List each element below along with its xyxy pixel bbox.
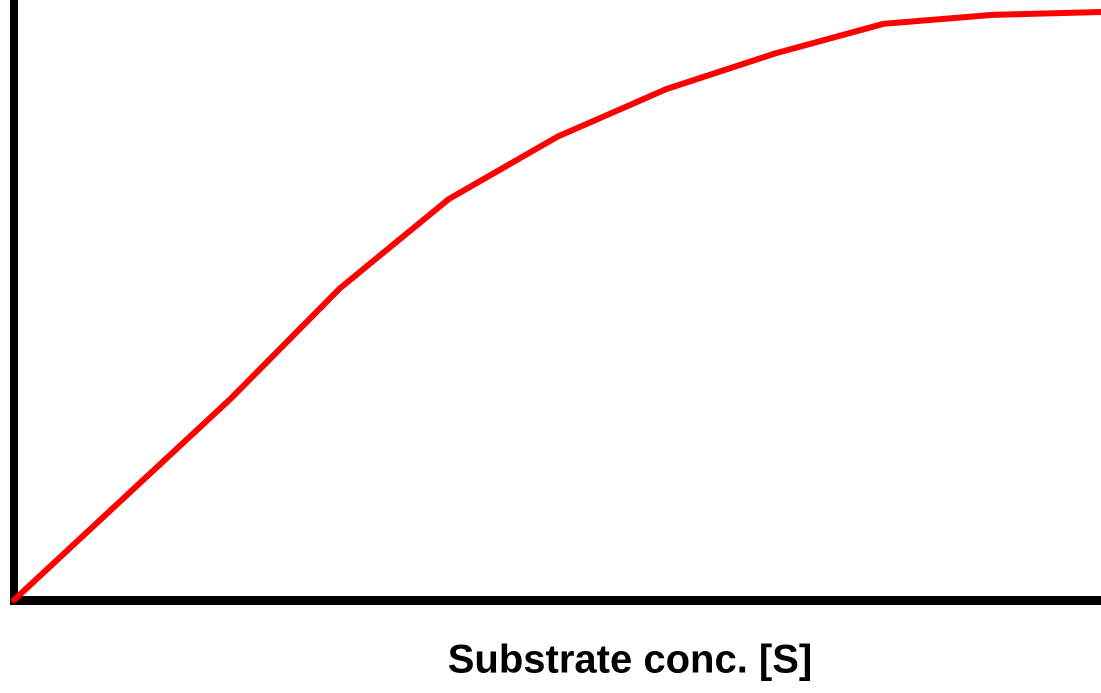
- x-axis: [10, 596, 1101, 605]
- curve: [11, 8, 1101, 603]
- x-axis-label: Substrate conc. [S]: [448, 638, 813, 682]
- y-axis: [10, 0, 18, 605]
